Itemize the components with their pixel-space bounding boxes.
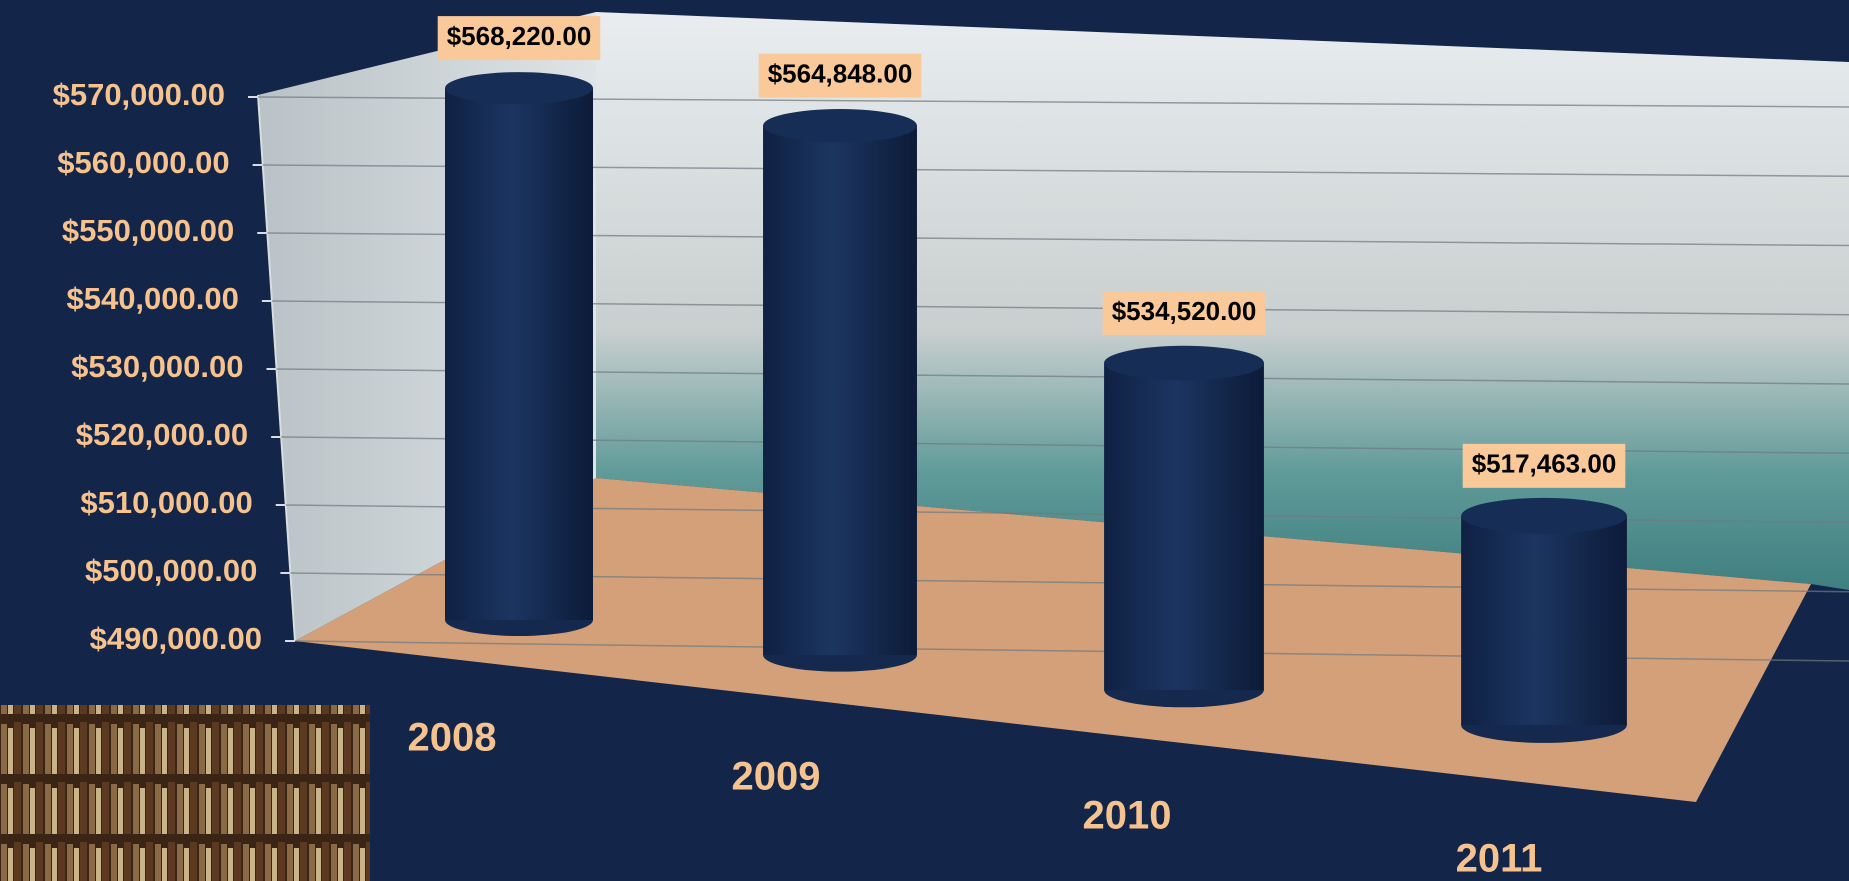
bar — [1104, 363, 1264, 690]
bar-top — [1461, 497, 1627, 534]
bar — [445, 88, 593, 620]
y-tick-label: $510,000.00 — [80, 485, 252, 520]
y-tick-label: $500,000.00 — [85, 553, 257, 588]
value-label-box — [758, 53, 922, 98]
x-tick-label: 2010 — [1083, 794, 1172, 838]
bar — [763, 125, 917, 656]
bookshelf-photo — [0, 705, 370, 881]
x-tick-label: 2008 — [408, 716, 497, 760]
y-tick-label: $540,000.00 — [66, 281, 238, 316]
value-label-box — [437, 16, 601, 61]
value-label-box — [1102, 291, 1266, 336]
y-tick-label: $520,000.00 — [76, 417, 248, 452]
x-tick-label: 2011 — [1456, 837, 1543, 881]
y-tick-label: $560,000.00 — [57, 145, 229, 180]
bar — [1461, 515, 1627, 725]
value-label: $568,220.00 — [447, 21, 592, 51]
value-label: $517,463.00 — [1472, 449, 1617, 479]
value-label: $564,848.00 — [768, 59, 913, 89]
bar-top — [445, 72, 593, 105]
value-label-box — [1462, 443, 1626, 488]
x-tick-label: 2009 — [732, 755, 821, 799]
y-tick-label: $570,000.00 — [53, 77, 225, 112]
bar-top — [763, 109, 917, 143]
y-tick-label: $490,000.00 — [90, 621, 262, 656]
y-tick-label: $530,000.00 — [71, 349, 243, 384]
bar-top — [1104, 345, 1264, 381]
y-tick-label: $550,000.00 — [62, 213, 234, 248]
floor — [295, 478, 1811, 802]
value-label: $534,520.00 — [1112, 296, 1257, 326]
